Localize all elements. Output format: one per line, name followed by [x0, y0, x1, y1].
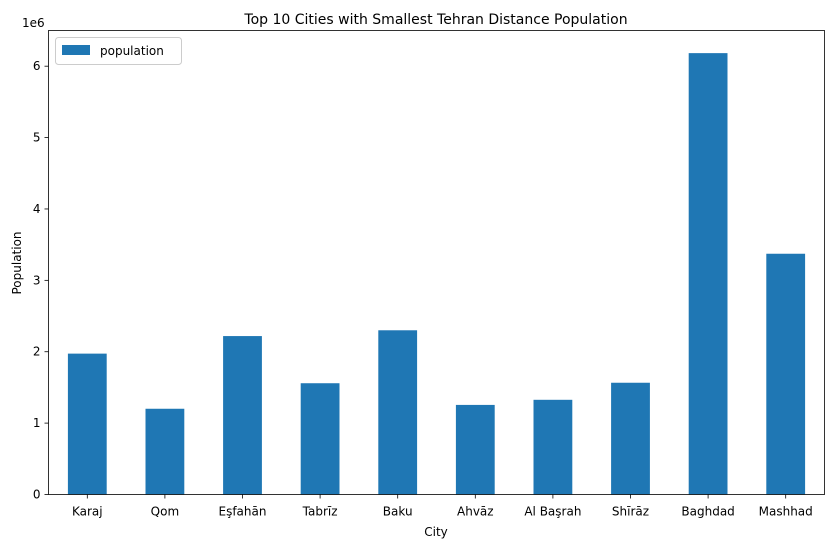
bar-1 — [145, 408, 185, 495]
x-axis-label: City — [424, 525, 448, 539]
bar-2 — [223, 336, 262, 495]
y-ticks-group: 0 1 2 3 4 5 6 — [33, 59, 49, 502]
bar-3 — [300, 383, 340, 495]
y-axis-label: Population — [10, 231, 24, 294]
x-tick-label-7: Shīrāz — [612, 505, 649, 519]
y-tick-label-2: 2 — [33, 345, 41, 359]
bar-7 — [611, 382, 650, 495]
y-tick-label-6: 6 — [33, 59, 41, 73]
plot-frame — [48, 30, 825, 495]
y-tick-label-0: 0 — [33, 488, 41, 502]
y-scale-label: 1e6 — [22, 16, 45, 30]
bar-6 — [533, 399, 573, 495]
x-tick-label-1: Qom — [151, 505, 179, 519]
legend-swatch — [62, 45, 90, 55]
legend-frame — [55, 37, 182, 65]
x-tick-label-4: Baku — [383, 505, 413, 519]
chart-title: Top 10 Cities with Smallest Tehran Dista… — [243, 12, 627, 28]
x-tick-label-0: Karaj — [72, 505, 103, 519]
x-tick-label-9: Mashhad — [759, 505, 813, 519]
x-tick-label-3: Tabrīz — [302, 505, 338, 519]
legend-label: population — [100, 44, 164, 58]
legend: population — [55, 37, 182, 65]
bar-4 — [378, 330, 418, 495]
x-tick-label-8: Baghdad — [681, 505, 734, 519]
x-tick-label-5: Ahvāz — [457, 505, 494, 519]
y-tick-label-4: 4 — [33, 202, 41, 216]
y-tick-label-3: 3 — [33, 273, 41, 287]
bar-5 — [455, 404, 495, 495]
x-ticks-group: Karaj Qom Eşfahān Tabrīz Baku Ahvāz Al Başrah S… — [72, 494, 813, 519]
x-tick-label-6: Al Başrah — [524, 505, 581, 519]
bar-0 — [67, 353, 107, 495]
bar-8 — [688, 53, 728, 495]
y-tick-label-5: 5 — [33, 131, 41, 145]
bar-9 — [766, 253, 806, 495]
x-tick-label-2: Eşfahān — [219, 505, 267, 519]
bars-group — [67, 53, 806, 495]
y-tick-label-1: 1 — [33, 416, 41, 430]
